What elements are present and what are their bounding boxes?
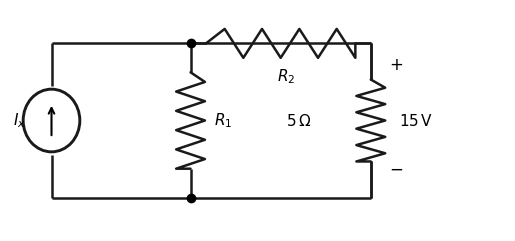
- Text: $15\,\mathrm{V}$: $15\,\mathrm{V}$: [399, 113, 433, 128]
- Text: $I_x$: $I_x$: [13, 111, 26, 130]
- Text: $R_1$: $R_1$: [214, 111, 232, 130]
- Text: $5\,\Omega$: $5\,\Omega$: [286, 113, 312, 128]
- Text: $-$: $-$: [389, 160, 403, 178]
- Text: $+$: $+$: [389, 56, 403, 74]
- Text: $R_2$: $R_2$: [277, 68, 295, 87]
